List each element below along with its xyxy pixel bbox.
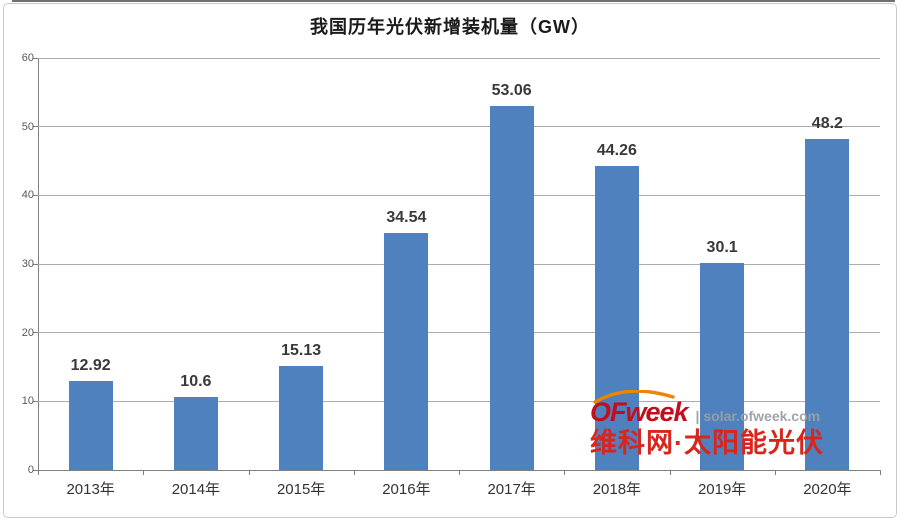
x-tick-mark [143, 470, 145, 475]
bar-2015年 [279, 366, 324, 470]
x-category-label: 2019年 [697, 481, 747, 498]
ofweek-watermark: OFweek | solar.ofweek.com 维科网·太阳能光伏 [590, 390, 886, 458]
bar-2020年 [805, 139, 850, 470]
x-category-label: 2016年 [382, 481, 431, 498]
ofweek-brand-text: OFweek [590, 397, 689, 427]
gridline-30 [38, 263, 880, 265]
watermark-site: | solar.ofweek.com [696, 409, 821, 426]
y-tick-mark [33, 469, 38, 471]
y-tick-label-20: 20 [21, 326, 34, 339]
gridline-20 [38, 332, 880, 334]
x-tick-mark [248, 470, 250, 475]
x-tick-mark [669, 470, 671, 475]
x-tick-mark [38, 470, 39, 475]
ofweek-logo: OFweek [590, 390, 689, 427]
bar-2013年 [68, 381, 113, 470]
x-category-label: 2015年 [276, 481, 326, 498]
y-tick-label-0: 0 [27, 464, 34, 476]
y-tick-mark [33, 400, 38, 402]
x-category-label: 2017年 [487, 481, 536, 498]
bar-2017年 [489, 105, 534, 470]
gridline-50 [38, 126, 880, 128]
x-tick-mark [459, 470, 460, 475]
y-tick-label-30: 30 [21, 258, 34, 270]
y-tick-mark [33, 194, 38, 196]
x-category-label: 2013年 [66, 481, 115, 498]
bar-2016年 [384, 232, 429, 470]
gridline-10 [38, 400, 880, 402]
bar-2019年 [700, 263, 745, 470]
y-tick-label-10: 10 [21, 395, 34, 408]
watermark-brand-line: OFweek | solar.ofweek.com [590, 390, 886, 427]
y-tick-mark [33, 263, 38, 265]
x-tick-mark [353, 470, 355, 475]
bar-2014年 [173, 397, 218, 470]
x-tick-mark [774, 470, 776, 475]
y-tick-label-60: 60 [21, 52, 34, 64]
bar-value-label: 12.92 [70, 357, 111, 375]
bar-value-label: 48.2 [811, 115, 843, 133]
y-tick-label-40: 40 [21, 189, 34, 202]
gridline-40 [38, 194, 880, 196]
ofweek-arc-icon [593, 390, 675, 404]
arc-path [593, 390, 675, 404]
top-edge-line [12, 0, 895, 2]
bar-value-label: 10.6 [180, 373, 212, 391]
x-category-label: 2014年 [171, 481, 221, 498]
y-tick-mark [33, 332, 38, 334]
x-tick-mark [880, 470, 881, 475]
bar-2018年 [594, 166, 639, 470]
bar-value-label: 30.1 [706, 239, 738, 257]
watermark-site-url: solar.ofweek.com [703, 408, 821, 424]
x-tick-mark [564, 470, 566, 475]
x-category-label: 2018年 [592, 481, 642, 498]
watermark-chinese: 维科网·太阳能光伏 [590, 428, 824, 458]
y-tick-mark [33, 126, 38, 128]
y-tick-mark [33, 57, 38, 59]
plot-area [33, 57, 881, 475]
watermark-separator: | [695, 408, 700, 424]
gridline-60 [38, 57, 880, 59]
bar-value-label: 34.54 [386, 208, 427, 226]
y-tick-label-50: 50 [21, 120, 34, 133]
bar-value-label: 15.13 [281, 342, 322, 360]
x-category-label: 2020年 [803, 481, 852, 498]
chart-title: 我国历年光伏新增装机量（GW） [310, 17, 590, 37]
bar-value-label: 44.26 [596, 142, 637, 160]
bar-value-label: 53.06 [491, 81, 532, 99]
